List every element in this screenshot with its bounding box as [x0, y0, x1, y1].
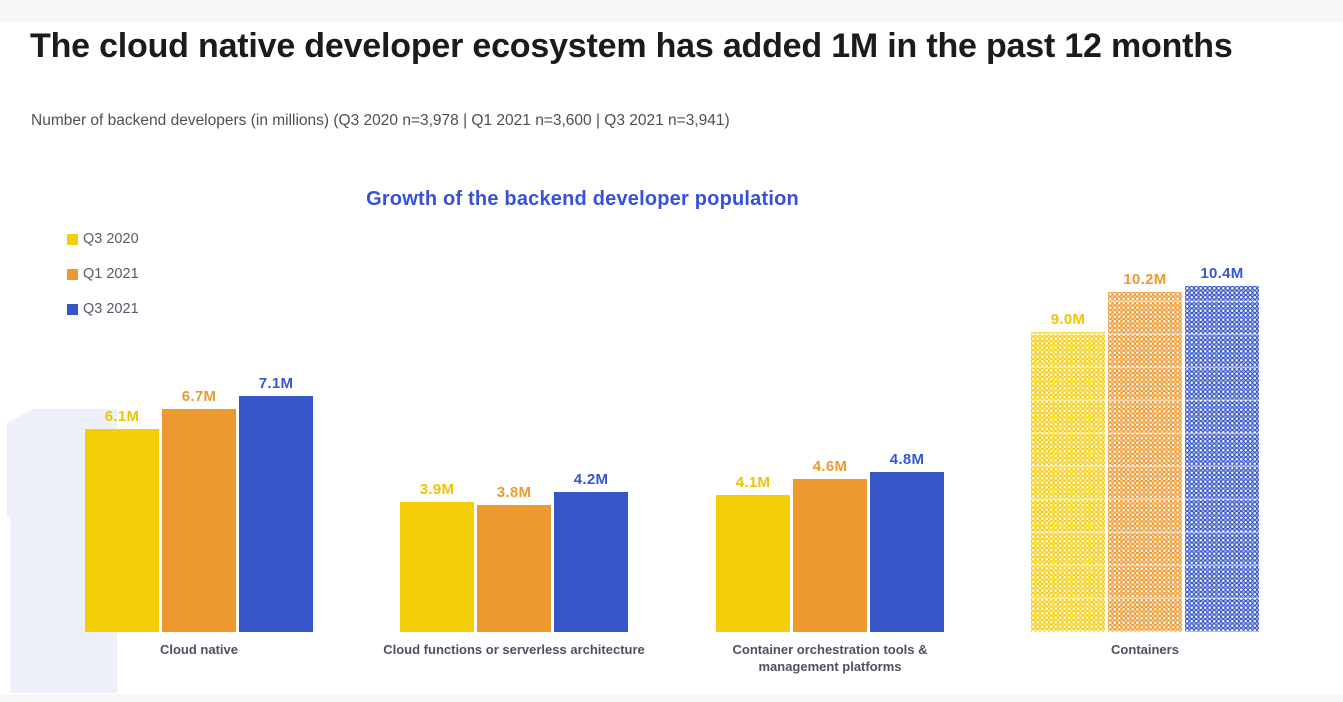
bar-q3-2021-container-orchestration-tools-management-platforms: 4.8M: [870, 451, 944, 632]
bar-q3-2021-containers: 10.4M: [1185, 265, 1259, 632]
legend-swatch-q3-2021: [67, 303, 78, 315]
legend-item-q3-2021: Q3 2021: [67, 301, 139, 317]
bar-value-label: 4.8M: [889, 451, 925, 468]
bar-group-container-orchestration-tools-management-platforms: 4.1M 4.6M 4.8M Container orchestration tool…: [716, 451, 944, 674]
bar-q3-2020-cloud-native: 6.1M: [85, 408, 159, 632]
bar-value-label: 4.2M: [573, 471, 609, 488]
bar-q1-2021-cloud-native: 6.7M: [162, 388, 236, 632]
bar-group-cloud-native: 6.1M 6.7M 7.1M Cloud native: [85, 375, 313, 657]
bar-value-label: 6.7M: [181, 388, 217, 405]
bar-value-label: 3.8M: [496, 484, 532, 501]
legend-swatch-q1-2021: [67, 268, 78, 280]
legend-item-q1-2021: Q1 2021: [67, 266, 139, 282]
bar-value-label: 4.1M: [735, 474, 771, 491]
bar-q3-2020-cloud-functions-or-serverless-architecture: 3.9M: [400, 481, 474, 632]
bar-group-cloud-functions-or-serverless-architecture: 3.9M 3.8M 4.2M Cloud functions or serverles…: [383, 471, 645, 657]
bar-value-label: 6.1M: [104, 408, 140, 425]
bar-value-label: 10.2M: [1123, 271, 1167, 288]
bar-value-label: 3.9M: [419, 481, 455, 498]
bar-q3-2020-container-orchestration-tools-management-platforms: 4.1M: [716, 474, 790, 632]
legend-swatch-q3-2020: [67, 233, 78, 245]
bar-q1-2021-cloud-functions-or-serverless-architecture: 3.8M: [477, 484, 551, 632]
legend-label: Q1 2021: [83, 266, 139, 282]
legend-label: Q3 2020: [83, 231, 139, 247]
bottom-edge-strip: [0, 694, 1343, 702]
top-edge-strip: [0, 0, 1343, 22]
bar-value-label: 10.4M: [1200, 265, 1244, 282]
category-label-containers: Containers: [1111, 642, 1179, 657]
bar-value-label: 4.6M: [812, 458, 848, 475]
page-subtitle: Number of backend developers (in million…: [31, 112, 730, 129]
bar-value-label: 7.1M: [258, 375, 294, 392]
bar-value-label: 9.0M: [1050, 311, 1086, 328]
category-label-cloud-native: Cloud native: [159, 642, 238, 657]
category-label-container-orchestration-tools-management-platforms: Container orchestration tools & manageme…: [732, 642, 928, 674]
legend-item-q3-2020: Q3 2020: [67, 231, 139, 247]
bar-q3-2021-cloud-native: 7.1M: [239, 375, 313, 632]
bar-q3-2021-cloud-functions-or-serverless-architecture: 4.2M: [554, 471, 628, 632]
bar-q3-2020-containers: 9.0M: [1031, 311, 1105, 632]
bar-q1-2021-container-orchestration-tools-management-platforms: 4.6M: [793, 458, 867, 632]
chart-legend: Q3 2020 Q1 2021 Q3 2021: [67, 231, 139, 317]
bar-q1-2021-containers: 10.2M: [1108, 271, 1182, 632]
bar-group-containers: 9.0M 10.2M 10.4M Containers: [1031, 265, 1259, 657]
category-label-cloud-functions-or-serverless-architecture: Cloud functions or serverless architectu…: [383, 642, 645, 657]
page-title: The cloud native developer ecosystem has…: [30, 27, 1233, 65]
chart-title: Growth of the backend developer populati…: [366, 188, 799, 210]
legend-label: Q3 2021: [83, 301, 139, 317]
